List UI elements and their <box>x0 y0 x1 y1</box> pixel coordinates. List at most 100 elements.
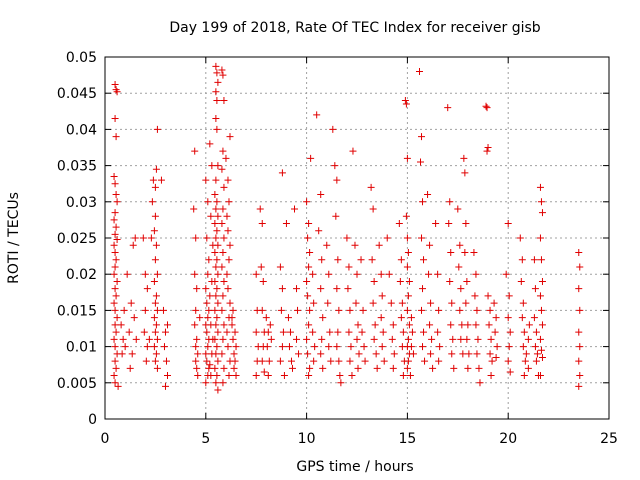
data-point <box>305 372 313 380</box>
data-point <box>224 285 232 293</box>
data-point <box>520 328 528 336</box>
x-tick-label: 20 <box>499 431 517 447</box>
data-point <box>353 270 361 278</box>
data-point <box>399 328 407 336</box>
data-point <box>214 299 222 307</box>
data-point <box>121 343 129 351</box>
data-point <box>276 357 284 365</box>
data-point <box>472 321 480 329</box>
data-point <box>214 270 222 278</box>
data-point <box>152 292 160 300</box>
data-point <box>401 96 409 104</box>
y-tick-label: 0.025 <box>57 231 97 247</box>
data-point <box>211 335 219 343</box>
data-point <box>228 321 236 329</box>
data-point <box>424 191 432 199</box>
data-point <box>327 357 335 365</box>
data-point <box>278 169 286 177</box>
data-point <box>491 328 499 336</box>
data-point <box>291 205 299 213</box>
data-point <box>334 328 342 336</box>
data-point <box>218 350 226 358</box>
data-point <box>518 314 526 322</box>
data-point <box>396 277 404 285</box>
data-point <box>212 115 220 123</box>
data-point <box>475 364 483 372</box>
data-point <box>462 220 470 228</box>
data-point <box>517 277 525 285</box>
data-point <box>219 147 227 155</box>
data-point <box>370 335 378 343</box>
data-point <box>223 328 231 336</box>
data-point <box>226 133 234 141</box>
data-point <box>483 147 491 155</box>
data-point <box>112 223 120 231</box>
data-point <box>404 248 412 256</box>
data-point <box>218 306 226 314</box>
data-point <box>375 241 383 249</box>
data-point <box>486 350 494 358</box>
data-point <box>193 285 201 293</box>
data-point <box>252 372 260 380</box>
data-point <box>459 350 467 358</box>
data-point <box>317 285 325 293</box>
data-point <box>150 277 158 285</box>
data-point <box>212 350 220 358</box>
data-point <box>212 292 220 300</box>
data-point <box>428 335 436 343</box>
data-point <box>506 328 514 336</box>
data-point <box>485 321 493 329</box>
data-point <box>306 248 314 256</box>
data-points <box>110 62 584 394</box>
data-point <box>232 343 240 351</box>
data-point <box>220 364 228 372</box>
data-point <box>151 183 159 191</box>
data-point <box>258 357 266 365</box>
data-point <box>211 220 219 228</box>
data-point <box>463 335 471 343</box>
data-point <box>224 176 232 184</box>
data-point <box>311 343 319 351</box>
data-point <box>446 277 454 285</box>
data-point <box>397 314 405 322</box>
data-point <box>461 169 469 177</box>
data-point <box>204 343 212 351</box>
data-point <box>420 328 428 336</box>
data-point <box>417 158 425 166</box>
data-point <box>219 335 227 343</box>
data-point <box>125 328 133 336</box>
data-point <box>288 364 296 372</box>
data-point <box>331 162 339 170</box>
data-point <box>319 314 327 322</box>
data-point <box>504 357 512 365</box>
data-point <box>163 321 171 329</box>
data-point <box>151 299 159 307</box>
data-point <box>111 248 119 256</box>
data-point <box>203 328 211 336</box>
data-point <box>522 350 530 358</box>
data-point <box>110 372 118 380</box>
data-point <box>369 299 377 307</box>
data-point <box>150 343 158 351</box>
data-point <box>504 220 512 228</box>
data-point <box>373 364 381 372</box>
data-point <box>520 372 528 380</box>
data-point <box>263 343 271 351</box>
y-tick-label: 0.035 <box>57 159 97 175</box>
data-point <box>418 133 426 141</box>
data-point <box>111 285 119 293</box>
data-point <box>214 78 222 86</box>
data-point <box>213 343 221 351</box>
data-point <box>212 88 220 96</box>
data-point <box>532 357 540 365</box>
data-point <box>212 205 220 213</box>
data-point <box>429 364 437 372</box>
data-point <box>318 335 326 343</box>
data-point <box>530 314 538 322</box>
data-point <box>377 270 385 278</box>
data-point <box>229 335 237 343</box>
data-point <box>220 183 228 191</box>
data-point <box>224 227 232 235</box>
data-point <box>399 372 407 380</box>
